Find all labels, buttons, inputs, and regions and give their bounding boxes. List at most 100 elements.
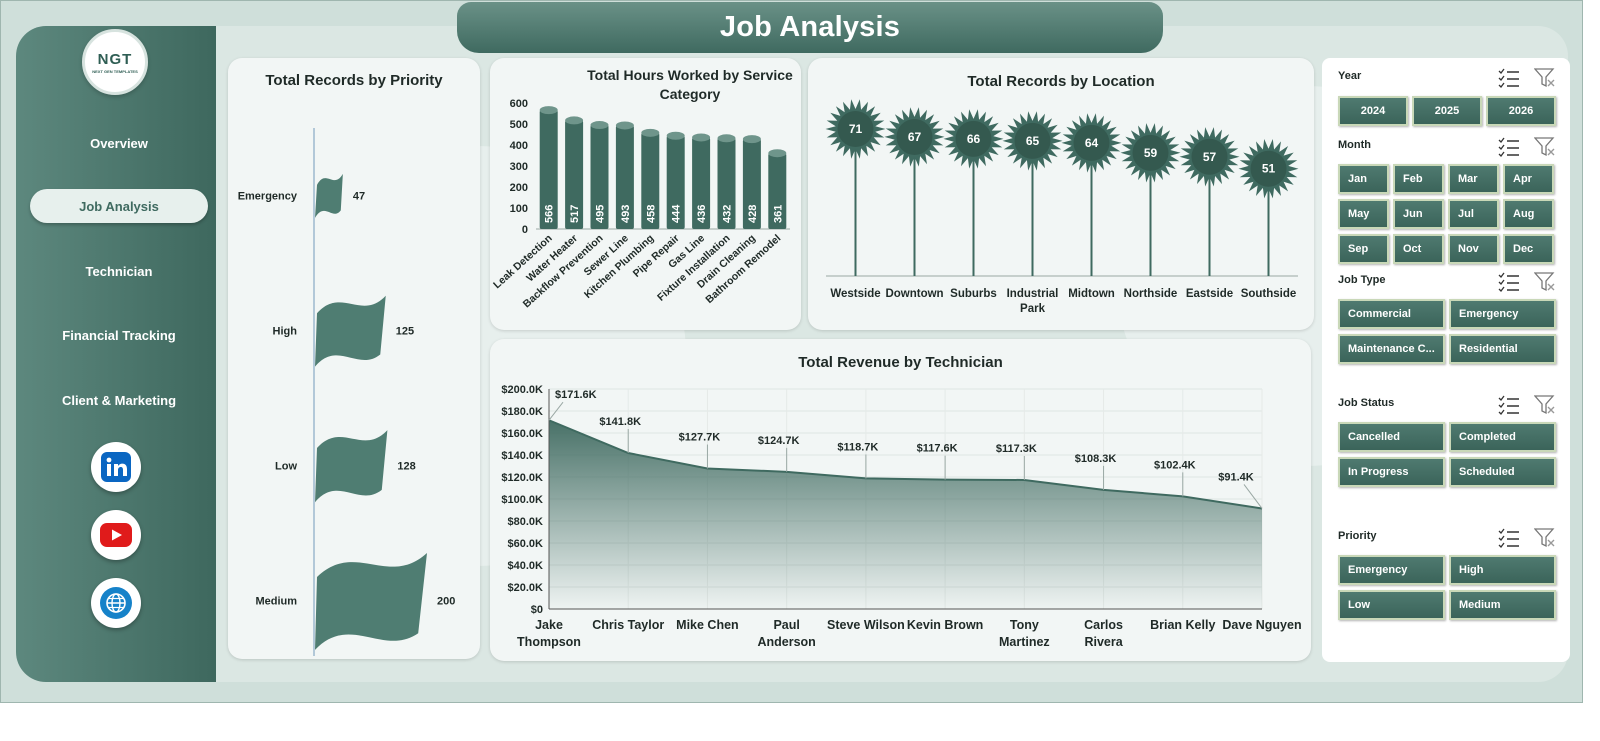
clear-filter-icon[interactable]: [1533, 528, 1556, 548]
hours-value-label: 428: [747, 205, 759, 223]
multi-select-icon[interactable]: [1498, 395, 1520, 415]
location-category-label: Suburbs: [950, 288, 997, 300]
location-card: Total Records by Location 71 Westside 67 Do…: [808, 58, 1314, 330]
filter-priority-high[interactable]: High: [1449, 555, 1556, 585]
location-marker-core: [1250, 150, 1287, 187]
filter-title-job-type: Job Type: [1338, 274, 1386, 286]
clear-filter-icon[interactable]: [1533, 272, 1556, 292]
filter-title-priority: Priority: [1338, 530, 1377, 542]
nav-overview[interactable]: Overview: [90, 135, 148, 151]
revenue-category-label: Brian Kelly: [1150, 618, 1215, 632]
revenue-chart: $0 $20.0K $40.0K $60.0K $80.0K $100.0K $120.0K…: [501, 384, 1301, 649]
priority-chart: Emergency 47 High 125 Low 128 Medium 200: [238, 128, 455, 656]
hours-value-label: 493: [620, 205, 632, 223]
revenue-value-label: $127.7K: [679, 432, 721, 444]
revenue-value-label: $108.3K: [1075, 453, 1117, 465]
location-value-label: 51: [1262, 162, 1276, 176]
filter-job-type-emergency[interactable]: Emergency: [1449, 299, 1556, 329]
filter-priority-medium[interactable]: Medium: [1449, 590, 1556, 620]
filter-month-may[interactable]: May: [1338, 199, 1389, 229]
revenue-label-leader: [548, 401, 564, 421]
priority-value-label: 128: [397, 461, 415, 473]
hours-bar: [768, 153, 787, 229]
revenue-category-label: Paul Anderson: [757, 618, 815, 649]
revenue-label-leader: [1243, 484, 1263, 509]
priority-category-label: Emergency: [238, 191, 298, 203]
hours-bar-cap: [539, 106, 558, 115]
revenue-value-label: $124.7K: [758, 435, 800, 447]
filter-priority-low[interactable]: Low: [1338, 590, 1445, 620]
multi-select-icon[interactable]: [1498, 137, 1520, 157]
filter-job-status-completed[interactable]: Completed: [1449, 422, 1556, 452]
hours-bar: [539, 110, 558, 229]
page-title: Job Analysis: [719, 11, 901, 43]
revenue-card: Total Revenue by Technician $0 $20.0K $40.…: [490, 339, 1311, 661]
priority-bar: [315, 173, 343, 218]
filter-month-feb[interactable]: Feb: [1393, 164, 1444, 194]
location-chart: 71 Westside 67 Downtown 66 Suburbs 65 Industria…: [825, 99, 1299, 315]
website-button[interactable]: [91, 578, 141, 628]
filter-job-type-commercial[interactable]: Commercial: [1338, 299, 1445, 329]
filter-month-dec[interactable]: Dec: [1503, 234, 1554, 264]
filter-job-status-scheduled[interactable]: Scheduled: [1449, 457, 1556, 487]
location-value-label: 67: [908, 130, 922, 144]
logo-subtext: NEXT GEN TEMPLATES: [92, 68, 138, 74]
priority-category-label: Low: [275, 461, 297, 473]
youtube-button[interactable]: [91, 510, 141, 560]
revenue-category-label: Mike Chen: [676, 618, 739, 632]
filter-job-type-residential[interactable]: Residential: [1449, 334, 1556, 364]
globe-icon: [100, 587, 132, 619]
filter-month-jun[interactable]: Jun: [1393, 199, 1444, 229]
nav-technician[interactable]: Technician: [85, 263, 153, 279]
location-category-label: Industrial Park: [1007, 288, 1059, 315]
filter-month-apr[interactable]: Apr: [1503, 164, 1554, 194]
revenue-value-label: $91.4K: [1218, 471, 1254, 483]
nav-job-analysis[interactable]: Job Analysis: [30, 189, 208, 223]
nav-financial-tracking[interactable]: Financial Tracking: [62, 327, 176, 343]
hours-bar-cap: [666, 131, 685, 140]
hours-value-label: 458: [645, 205, 657, 223]
filter-month-aug[interactable]: Aug: [1503, 199, 1554, 229]
hours-value-label: 444: [671, 204, 683, 223]
location-value-label: 59: [1144, 146, 1158, 160]
multi-select-icon[interactable]: [1498, 68, 1520, 88]
filter-job-status-in-progress[interactable]: In Progress: [1338, 457, 1445, 487]
revenue-value-label: $118.7K: [837, 441, 878, 453]
filter-month-mar[interactable]: Mar: [1448, 164, 1499, 194]
hours-bar-cap: [692, 133, 711, 142]
filter-month-jan[interactable]: Jan: [1338, 164, 1389, 194]
filter-month-oct[interactable]: Oct: [1393, 234, 1444, 264]
revenue-area: [549, 420, 1262, 609]
nav-client-marketing[interactable]: Client & Marketing: [61, 392, 177, 408]
filter-job-status-cancelled[interactable]: Cancelled: [1338, 422, 1445, 452]
revenue-category-label: Dave Nguyen: [1222, 618, 1301, 632]
filter-year-2026[interactable]: 2026: [1486, 96, 1556, 126]
revenue-y-tick: $120.0K: [501, 472, 543, 484]
revenue-y-tick: $60.0K: [508, 538, 544, 550]
filter-month-nov[interactable]: Nov: [1448, 234, 1499, 264]
priority-value-label: 47: [353, 191, 365, 203]
multi-select-icon[interactable]: [1498, 272, 1520, 292]
priority-bar: [315, 552, 427, 650]
filter-priority-emergency[interactable]: Emergency: [1338, 555, 1445, 585]
filter-year-2024[interactable]: 2024: [1338, 96, 1408, 126]
filter-month-sep[interactable]: Sep: [1338, 234, 1389, 264]
clear-filter-icon[interactable]: [1533, 68, 1556, 88]
revenue-category-label: Kevin Brown: [907, 618, 983, 632]
hours-value-label: 495: [595, 205, 607, 223]
filter-job-type-maintenance-c[interactable]: Maintenance C...: [1338, 334, 1445, 364]
clear-filter-icon[interactable]: [1533, 395, 1556, 415]
multi-select-icon[interactable]: [1498, 528, 1520, 548]
location-chart-title: Total Records by Location: [967, 73, 1155, 90]
location-category-label: Westside: [830, 288, 880, 300]
location-category-label: Eastside: [1186, 288, 1233, 300]
location-category-label: Downtown: [885, 288, 943, 300]
filter-month-jul[interactable]: Jul: [1448, 199, 1499, 229]
hours-bar: [742, 139, 761, 229]
hours-y-tick: 0: [522, 224, 528, 236]
location-value-label: 57: [1203, 150, 1217, 164]
linkedin-button[interactable]: [91, 442, 141, 492]
filter-year-2025[interactable]: 2025: [1412, 96, 1482, 126]
clear-filter-icon[interactable]: [1533, 137, 1556, 157]
